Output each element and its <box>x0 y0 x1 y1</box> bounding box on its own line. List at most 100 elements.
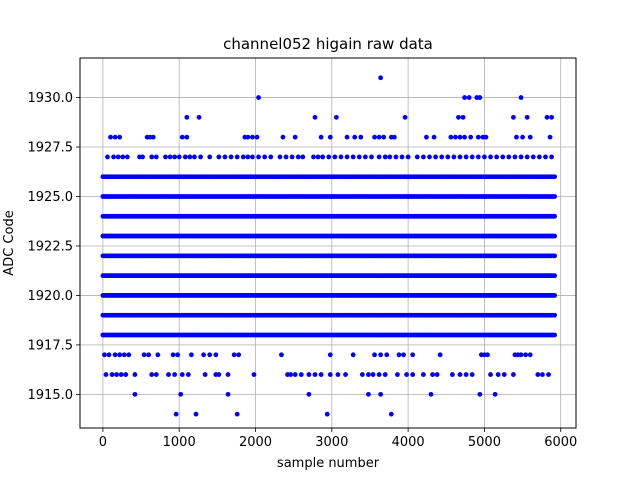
data-point <box>536 154 542 160</box>
y-tick-label: 1917.5 <box>28 338 74 353</box>
data-point <box>544 114 550 120</box>
data-point <box>393 154 399 160</box>
data-point <box>552 253 558 259</box>
data-point <box>277 154 283 160</box>
data-point <box>236 352 242 358</box>
data-point <box>150 134 156 140</box>
data-point <box>350 154 356 160</box>
data-point <box>382 372 388 377</box>
data-point <box>475 154 481 160</box>
data-point <box>216 154 222 160</box>
data-point <box>518 95 524 100</box>
data-point <box>343 372 348 377</box>
data-point <box>216 372 222 377</box>
data-point <box>424 134 429 140</box>
data-point <box>512 154 518 160</box>
data-point <box>327 352 333 358</box>
data-point <box>396 352 402 358</box>
data-point <box>366 391 371 397</box>
data-point <box>300 154 306 160</box>
data-point <box>543 154 548 160</box>
data-point <box>462 134 467 140</box>
data-point <box>149 154 155 160</box>
data-point <box>117 134 123 140</box>
data-point <box>514 134 519 140</box>
data-point <box>427 154 432 160</box>
data-point <box>372 134 377 140</box>
data-point <box>430 372 435 377</box>
data-point <box>132 372 138 377</box>
data-point <box>483 134 489 140</box>
data-point <box>185 372 191 377</box>
data-point <box>262 154 268 160</box>
y-tick-label: 1930.0 <box>28 91 74 106</box>
data-point <box>105 154 110 160</box>
data-point <box>344 134 350 140</box>
data-point <box>439 154 445 160</box>
data-point <box>318 372 324 377</box>
data-point <box>201 352 207 358</box>
y-tick-label: 1915.0 <box>28 388 74 403</box>
data-point <box>327 372 333 377</box>
data-point <box>256 154 261 160</box>
data-point <box>289 154 295 160</box>
data-point <box>410 352 416 358</box>
data-point <box>117 352 123 358</box>
data-point <box>118 372 124 377</box>
data-point <box>524 114 530 120</box>
data-point <box>378 391 384 397</box>
data-point <box>126 352 132 358</box>
data-point <box>530 154 536 160</box>
data-point <box>445 154 451 160</box>
data-point <box>500 154 506 160</box>
data-point <box>114 372 120 377</box>
data-point <box>172 372 178 377</box>
data-point <box>225 391 231 397</box>
data-point <box>311 154 316 160</box>
data-point <box>254 134 260 140</box>
x-tick-label: 0 <box>99 435 107 450</box>
data-point <box>552 233 558 239</box>
data-point <box>324 411 330 417</box>
data-point <box>485 352 490 358</box>
data-point <box>518 154 524 160</box>
data-point <box>362 154 368 160</box>
data-point <box>460 114 466 120</box>
data-point <box>462 95 467 100</box>
data-point <box>488 372 493 377</box>
data-point <box>527 134 533 140</box>
data-point <box>102 352 107 358</box>
data-point <box>376 154 382 160</box>
data-point <box>109 372 115 377</box>
data-point <box>431 134 437 140</box>
data-point <box>469 372 475 377</box>
data-point <box>381 134 387 140</box>
data-point <box>492 391 498 397</box>
data-point <box>475 134 481 140</box>
plot-area <box>80 58 576 428</box>
data-point <box>547 134 553 140</box>
data-point <box>184 134 190 140</box>
y-axis-ticks: 1915.0 1917.5 1920.0 1922.5 1925.0 1927.5 1930… <box>28 91 80 403</box>
data-point <box>457 154 463 160</box>
data-point <box>524 154 530 160</box>
data-point <box>234 154 240 160</box>
data-point <box>106 352 112 358</box>
data-point <box>121 352 127 358</box>
data-point <box>376 372 382 377</box>
data-point <box>420 372 426 377</box>
data-point <box>312 114 318 120</box>
data-point <box>506 154 512 160</box>
data-point <box>437 352 443 358</box>
data-point <box>552 213 558 219</box>
data-point <box>391 134 397 140</box>
data-point <box>518 352 524 358</box>
data-point <box>187 154 193 160</box>
data-point <box>511 372 516 377</box>
data-point <box>520 134 525 140</box>
data-point <box>378 75 384 81</box>
data-point <box>414 154 420 160</box>
data-point <box>428 391 434 397</box>
data-point <box>146 352 152 358</box>
y-axis-label: ADC Code <box>2 210 17 275</box>
